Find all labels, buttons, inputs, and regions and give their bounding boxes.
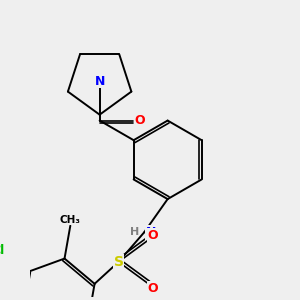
Text: Cl: Cl [0,244,5,257]
Text: S: S [114,255,124,269]
Text: H: H [130,227,140,237]
Text: O: O [147,229,158,242]
Text: CH₃: CH₃ [60,215,81,225]
Text: N: N [146,226,156,239]
Text: N: N [94,75,105,88]
Text: O: O [135,114,146,127]
Text: O: O [147,282,158,295]
